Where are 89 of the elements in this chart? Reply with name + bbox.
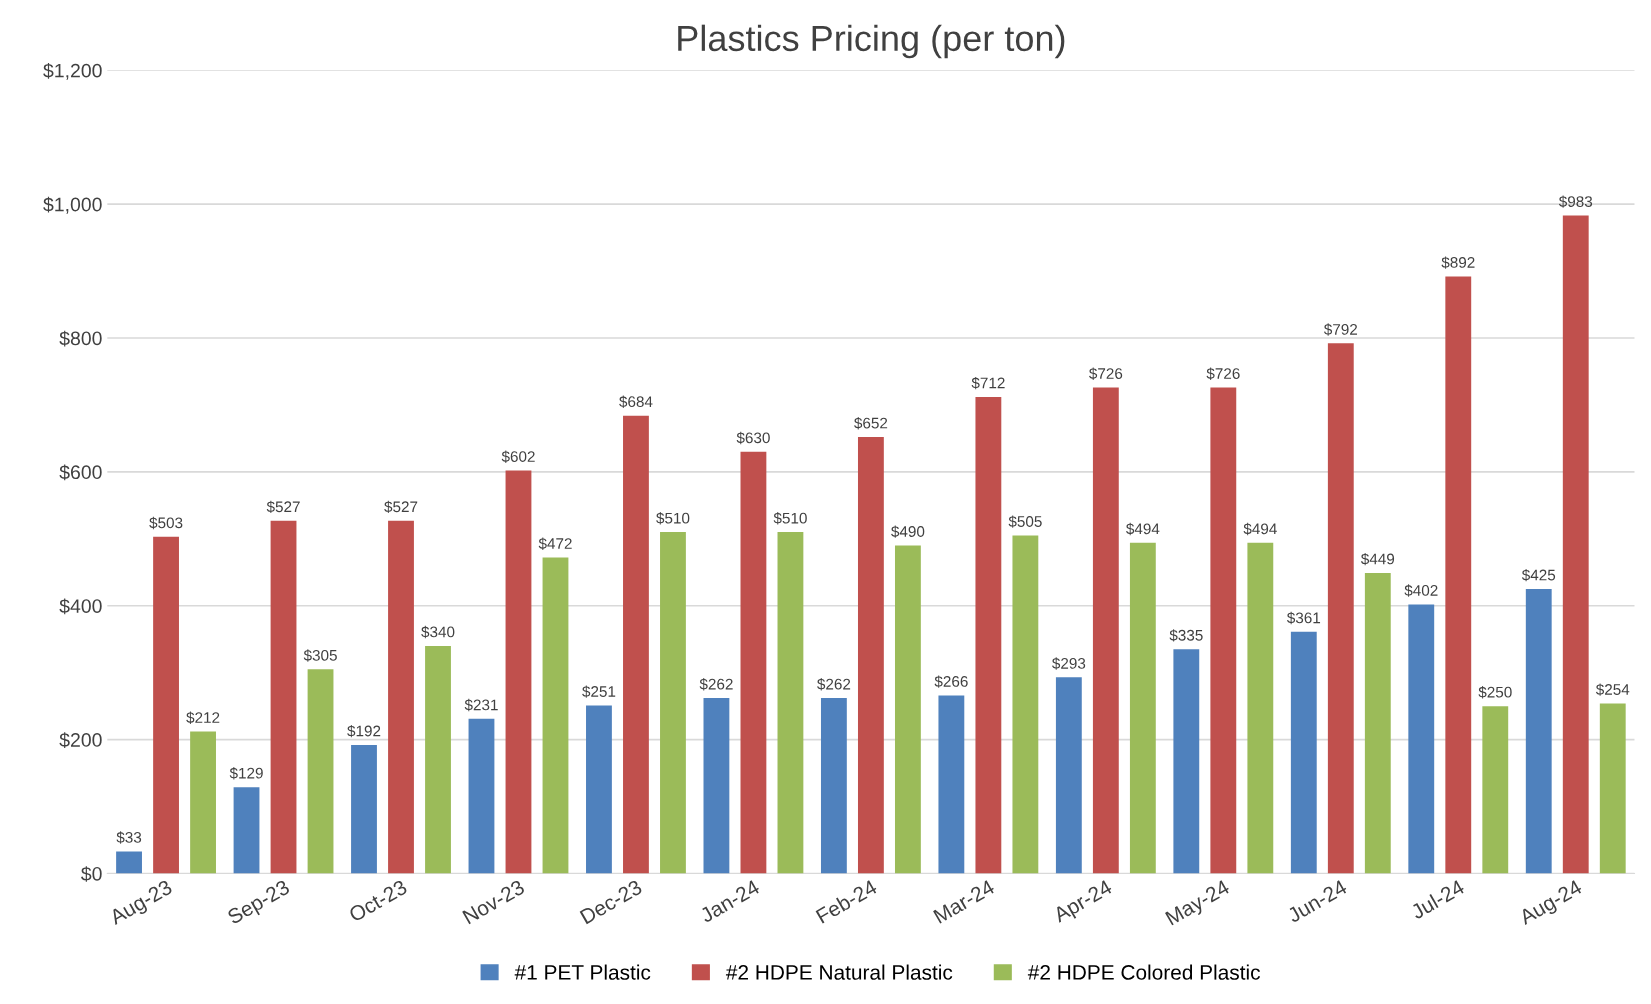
- data-label: $494: [1126, 522, 1160, 536]
- data-label: $293: [1052, 657, 1086, 670]
- bar: [505, 470, 532, 874]
- data-label: $340: [421, 625, 455, 639]
- y-tick-label: $1,200: [43, 62, 102, 80]
- data-label: $262: [699, 678, 733, 691]
- bar: [820, 698, 847, 874]
- data-label: $254: [1595, 683, 1630, 696]
- data-label: $192: [347, 724, 381, 738]
- bar: [857, 437, 884, 874]
- data-label: $510: [773, 512, 807, 525]
- bar: [740, 451, 767, 874]
- y-tick-label: $200: [59, 732, 102, 749]
- data-label: $33: [116, 831, 142, 844]
- data-label: $503: [149, 516, 183, 530]
- bar: [975, 396, 1002, 874]
- data-label: $494: [1243, 522, 1277, 536]
- y-tick-label: $1,000: [43, 196, 102, 214]
- bar: [190, 731, 216, 874]
- y-tick-label: $400: [59, 598, 102, 615]
- legend-label: #2 HDPE Natural Plastic: [725, 964, 953, 980]
- bar: [1290, 631, 1317, 874]
- bar: [233, 787, 260, 874]
- bar: [116, 851, 142, 874]
- data-label: $652: [854, 417, 888, 430]
- bar: [586, 705, 612, 874]
- data-label: $425: [1521, 568, 1556, 582]
- data-label: $712: [971, 376, 1005, 390]
- bar: [388, 520, 414, 874]
- data-label: $510: [656, 512, 690, 525]
- bar: [703, 698, 730, 874]
- bar: [307, 669, 334, 874]
- y-tick-label: $800: [59, 330, 102, 347]
- data-label: $266: [934, 675, 968, 688]
- bar: [1055, 677, 1082, 874]
- data-label: $490: [891, 525, 925, 538]
- bar: [1599, 703, 1626, 874]
- data-label: $505: [1008, 515, 1042, 528]
- bar: [1247, 542, 1274, 874]
- bar: [270, 520, 297, 874]
- bar: [660, 532, 686, 874]
- data-label: $726: [1206, 367, 1240, 380]
- data-label: $630: [736, 431, 770, 445]
- bar: [777, 532, 804, 874]
- data-label: $684: [619, 395, 653, 408]
- data-label: $212: [186, 711, 220, 724]
- bar: [542, 557, 569, 874]
- data-label: $472: [538, 537, 572, 550]
- bar: [1482, 706, 1509, 874]
- legend-label: #2 HDPE Colored Plastic: [1027, 964, 1260, 980]
- bar: [351, 744, 377, 874]
- data-label: $792: [1323, 323, 1358, 336]
- data-label: $262: [817, 678, 851, 691]
- data-label: $402: [1404, 584, 1438, 597]
- legend-label: #1 PET Plastic: [514, 964, 651, 980]
- bar: [153, 536, 179, 874]
- y-tick-label: $600: [59, 464, 102, 481]
- data-label: $361: [1286, 611, 1321, 625]
- data-label: $129: [229, 767, 263, 780]
- data-label: $602: [501, 450, 535, 463]
- data-label: $305: [303, 649, 337, 662]
- bar: [1092, 387, 1119, 874]
- data-label: $335: [1169, 629, 1203, 642]
- bar: [425, 645, 451, 874]
- data-label: $726: [1089, 367, 1123, 380]
- bar: [1129, 542, 1156, 874]
- data-label: $527: [384, 500, 418, 514]
- bar: [468, 718, 495, 874]
- data-label: $231: [464, 698, 498, 712]
- bar: [1364, 572, 1391, 874]
- data-label: $250: [1478, 686, 1512, 699]
- bar: [1525, 589, 1552, 874]
- data-label: $983: [1558, 195, 1593, 208]
- chart-title: Plastics Pricing (per ton): [678, 24, 1065, 59]
- bar: [1210, 387, 1237, 874]
- data-label: $449: [1360, 552, 1395, 566]
- bar: [894, 545, 921, 874]
- bar: [623, 415, 649, 874]
- bar: [1327, 343, 1354, 874]
- bar: [1408, 604, 1435, 874]
- bar: [1562, 215, 1589, 874]
- bar: [1012, 535, 1039, 874]
- bar: [1445, 276, 1472, 874]
- data-label: $892: [1441, 256, 1475, 269]
- bar: [938, 695, 965, 874]
- y-tick-label: $0: [81, 866, 102, 882]
- bar: [1173, 649, 1200, 874]
- data-label: $251: [582, 685, 616, 698]
- data-label: $527: [266, 500, 300, 514]
